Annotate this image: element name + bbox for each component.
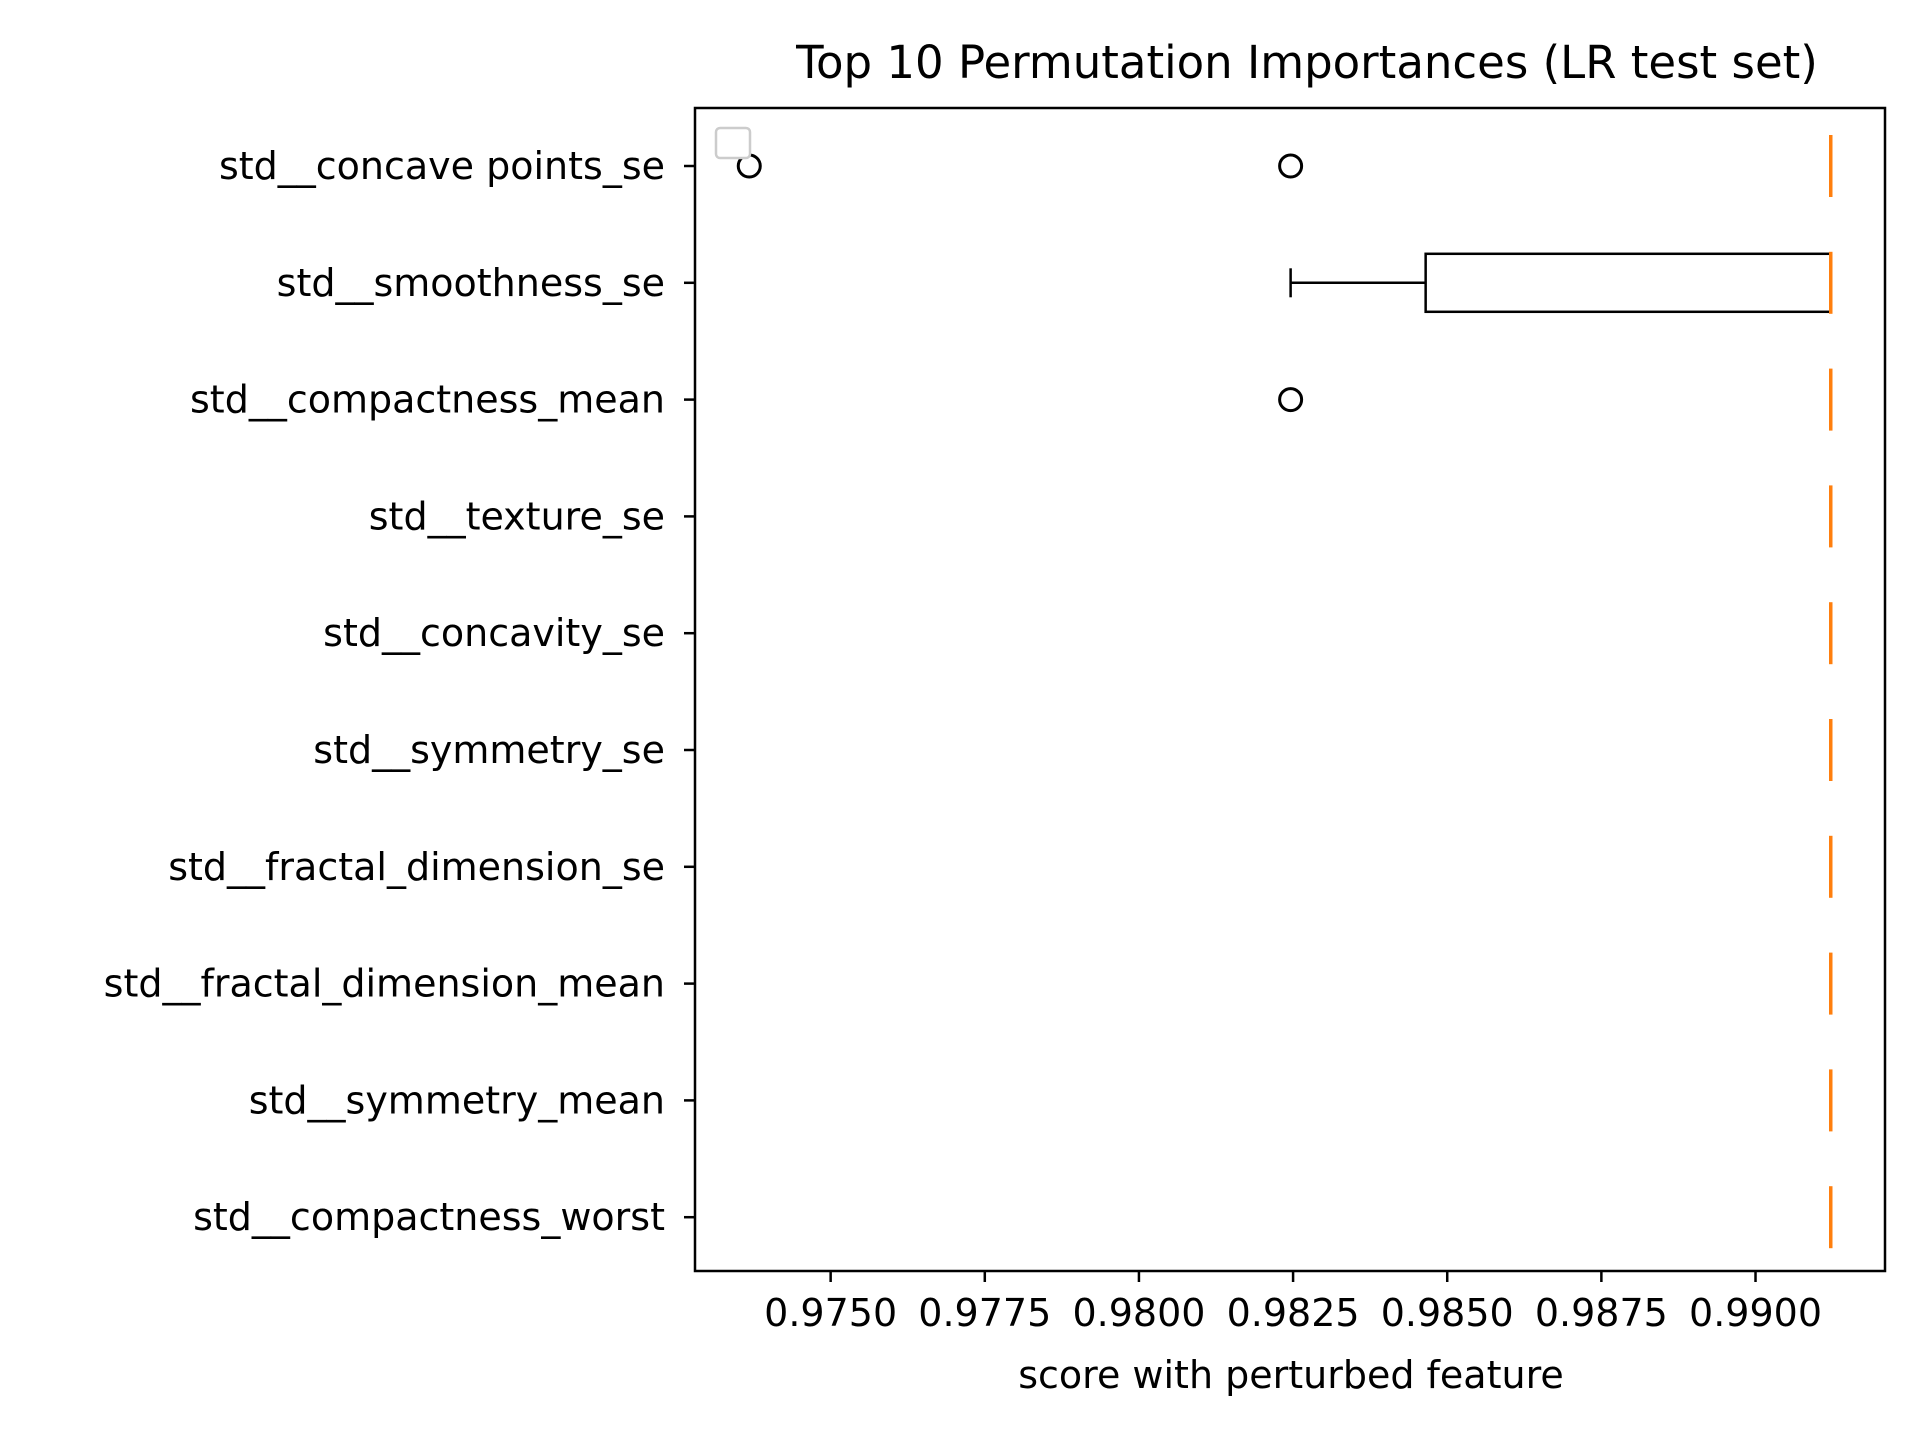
- x-tick-label: 0.9825: [1227, 1291, 1360, 1335]
- y-tick-label: std__compactness_worst: [193, 1195, 665, 1239]
- y-axis: std__concave points_se std__smoothness_se…: [104, 144, 695, 1239]
- x-tick-label: 0.9750: [764, 1291, 897, 1335]
- x-tick-label: 0.9800: [1072, 1291, 1205, 1335]
- y-tick-label: std__concavity_se: [323, 611, 665, 655]
- box-series: [736, 135, 1833, 1249]
- outlier-point: [1278, 153, 1304, 179]
- y-tick-label: std__symmetry_mean: [249, 1078, 665, 1122]
- x-tick-label: 0.9775: [918, 1291, 1051, 1335]
- y-tick-label: std__fractal_dimension_se: [168, 845, 665, 889]
- y-tick-label: std__symmetry_se: [313, 728, 665, 772]
- y-tick-label: std__fractal_dimension_mean: [104, 962, 665, 1006]
- x-axis-label: score with perturbed feature: [1018, 1353, 1564, 1397]
- y-tick-label: std__texture_se: [369, 494, 665, 538]
- y-tick-label: std__concave points_se: [219, 144, 665, 188]
- plot-area-frame: [693, 106, 1887, 1273]
- box-std-smoothness-se: [1289, 251, 1833, 314]
- x-axis: 0.9750 0.9775 0.9800 0.9825 0.9850 0.9875 0.99…: [764, 1271, 1822, 1335]
- box-std-compactness-mean: [1278, 368, 1833, 431]
- outlier-point: [1278, 387, 1304, 413]
- x-tick-label: 0.9900: [1689, 1291, 1822, 1335]
- x-tick-label: 0.9850: [1381, 1291, 1514, 1335]
- legend: [714, 126, 752, 160]
- y-tick-label: std__smoothness_se: [277, 261, 665, 305]
- chart-title: Top 10 Permutation Importances (LR test …: [795, 36, 1818, 89]
- x-tick-label: 0.9875: [1535, 1291, 1668, 1335]
- y-tick-label: std__compactness_mean: [190, 378, 665, 422]
